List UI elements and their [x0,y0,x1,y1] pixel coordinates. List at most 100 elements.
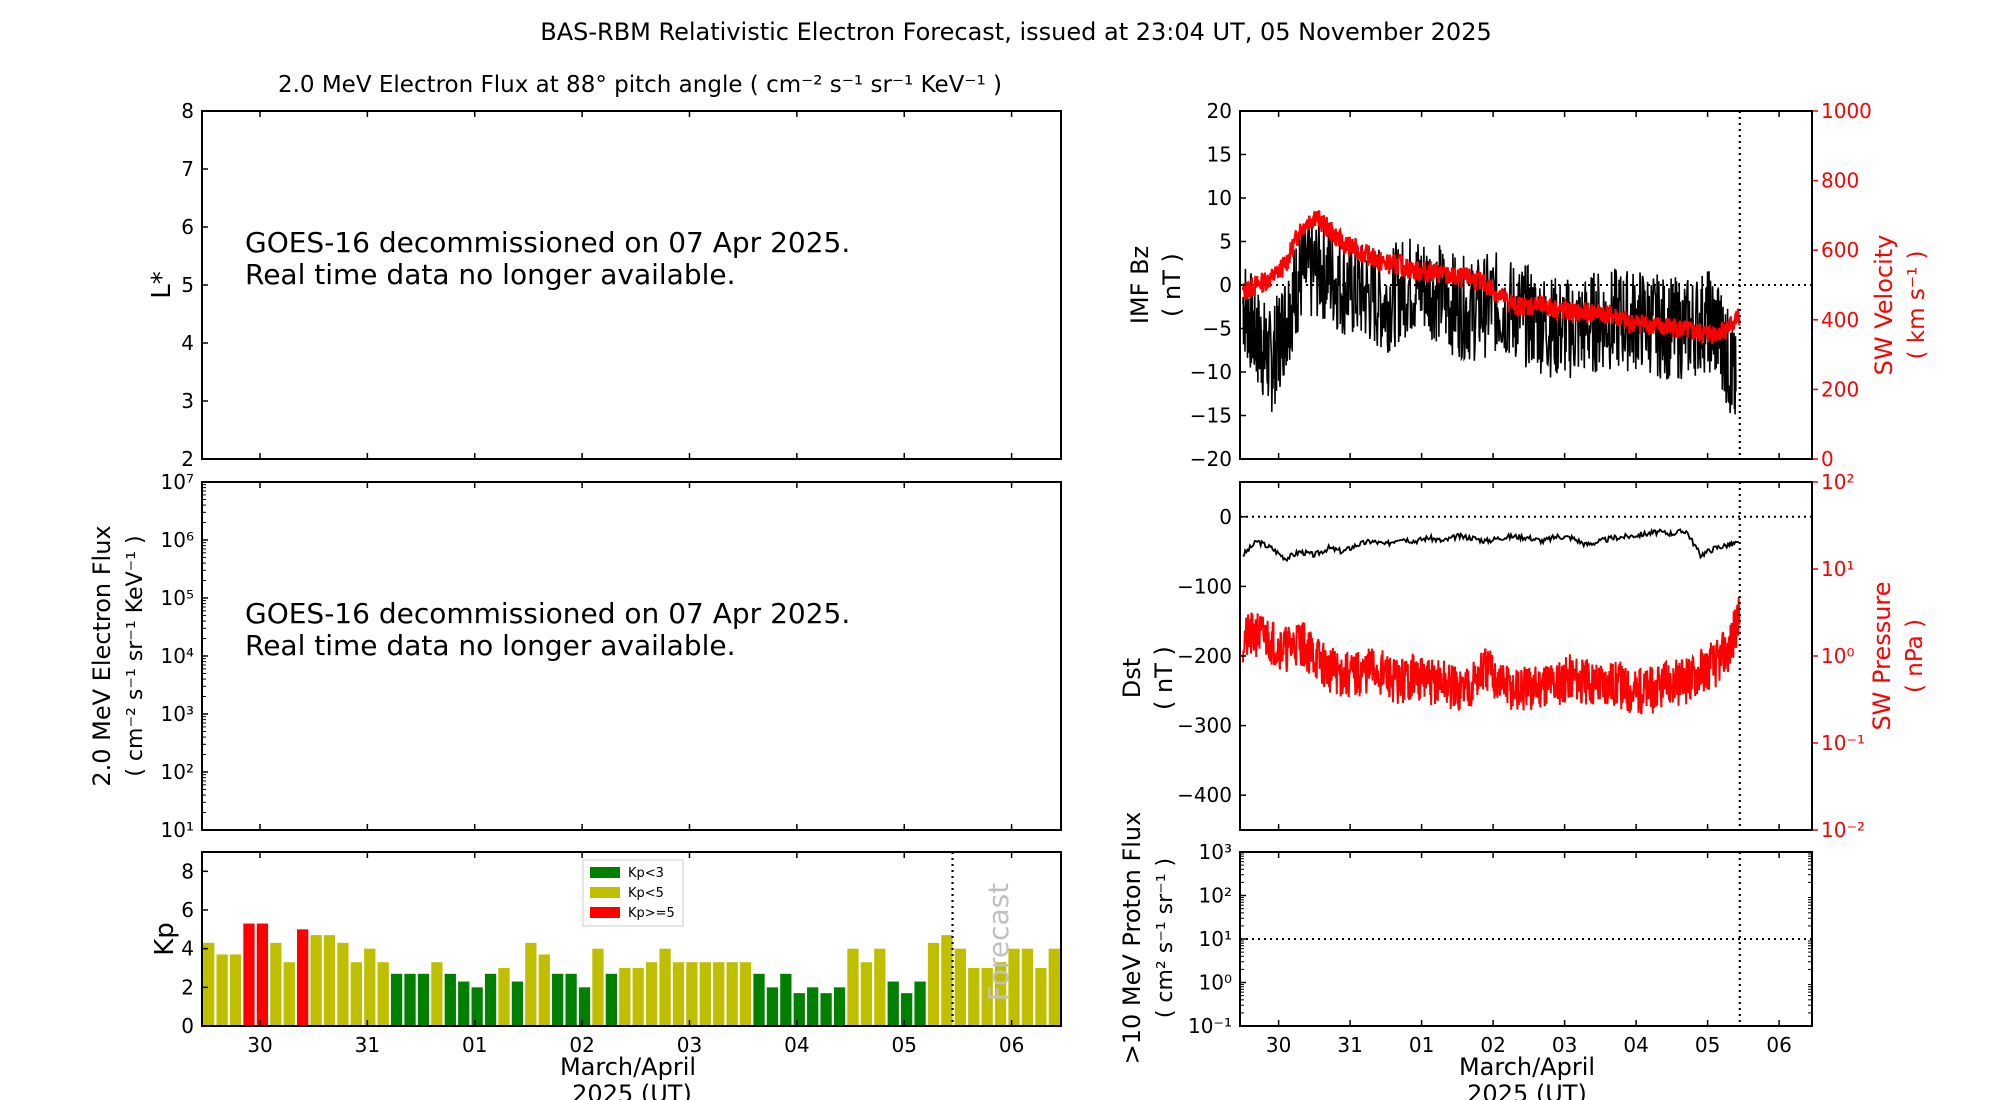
dst-ytick-right-label: 10² [1821,470,1854,494]
kp-bar [377,962,389,1026]
sw-velocity-line [1241,210,1741,346]
kp-bar [525,942,537,1026]
proton-y-label-line2: ( cm² s⁻¹ sr⁻¹ ) [1153,858,1178,1018]
kp-bar [901,993,913,1026]
sw-pressure-y-label-line1: SW Pressure [1868,581,1896,730]
dst-line [1242,527,1739,563]
kp-xtick-label: 30 [247,1033,272,1057]
imf-ytick-right-label: 200 [1821,377,1859,401]
kp-xtick-label: 06 [999,1033,1024,1057]
sw-pressure-line [1241,596,1741,715]
proton-xtick-label: 03 [1552,1033,1577,1057]
x-axis-label-right-line2: 2025 (UT) [1467,1080,1587,1100]
kp-bar [726,962,738,1026]
flux-ytick-label: 10⁷ [161,470,194,494]
kp-ytick-label: 6 [181,898,194,922]
x-axis-label-left-line1: March/April [560,1053,696,1081]
kp-ytick-label: 2 [181,975,194,999]
kp-bar [699,962,711,1026]
kp-bar [793,993,805,1026]
dst-ytick-right-label: 10⁰ [1821,644,1854,668]
flux-y-label-line2: ( cm⁻² s⁻¹ sr⁻¹ KeV⁻¹ ) [123,535,148,776]
proton-ytick-label: 10³ [1199,840,1232,864]
proton-xtick-label: 01 [1409,1033,1434,1057]
kp-bar [565,973,577,1026]
kp-bar [874,948,886,1026]
kp-bar [498,968,510,1026]
kp-bar [645,962,658,1026]
lstar-notice-line1: GOES-16 decommissioned on 07 Apr 2025. [245,226,850,259]
kp-ytick-label: 0 [181,1014,194,1038]
proton-ytick-label: 10¹ [1199,927,1232,951]
kp-plot-frame [201,851,1062,1027]
kp-bar [310,935,322,1026]
imf-ytick-label: 5 [1219,230,1232,254]
lstar-ytick-label: 5 [181,273,194,297]
kp-bar [820,993,832,1026]
x-axis-label-left-line2: 2025 (UT) [572,1080,692,1100]
legend-label-kp-low: Kp<3 [628,866,664,881]
proton-ytick-label: 10² [1199,884,1232,908]
kp-bar [417,973,430,1026]
lstar-panel-title: 2.0 MeV Electron Flux at 88° pitch angle… [278,72,1002,98]
kp-bar [297,929,309,1026]
flux-notice-line1: GOES-16 decommissioned on 07 Apr 2025. [245,597,850,630]
flux-y-label-line1: 2.0 MeV Electron Flux [88,525,116,786]
proton-ytick-label: 10⁻¹ [1188,1014,1232,1038]
kp-bar [552,973,564,1026]
flux-ytick-label: 10³ [161,702,194,726]
kp-bar [283,962,295,1026]
lstar-ytick-label: 4 [181,331,194,355]
dst-ytick-label: 0 [1219,505,1232,529]
dst-y-label-line1: Dst [1118,658,1146,698]
imf-ytick-right-label: 400 [1821,308,1859,332]
proton-y-label-line1: >10 MeV Proton Flux [1118,812,1146,1065]
kp-ytick-label: 8 [181,859,194,883]
proton-xtick-label: 06 [1766,1033,1791,1057]
legend-label-kp-mid: Kp<5 [628,886,664,901]
kp-bar [203,942,215,1026]
imf-plot-frame [1239,110,1813,460]
kp-bar [766,987,779,1026]
kp-legend: Kp<3 Kp<5 Kp>=5 [582,859,684,927]
dst-y-label-line2: ( nT ) [1150,646,1178,710]
legend-swatch-kp-low [590,867,620,878]
kp-bar [444,973,456,1026]
flux-ytick-label: 10⁶ [161,528,194,552]
kp-bar [1048,948,1060,1026]
proton-panel-content: 10³ 10² 10¹ 10⁰ 10⁻¹ 30 31 01 02 03 04 05 06 [1188,840,1812,1057]
kp-xtick-label: 01 [462,1033,487,1057]
kp-bar [847,948,859,1026]
imf-ytick-right-label: 1000 [1821,99,1872,123]
proton-xtick-label: 30 [1266,1033,1291,1057]
proton-xtick-label: 02 [1480,1033,1505,1057]
imf-ytick-label: 20 [1207,99,1232,123]
kp-bar [686,962,698,1026]
kp-bar [1021,948,1034,1026]
kp-bar [216,954,228,1026]
kp-bar [592,948,604,1026]
imf-ytick-label: 0 [1219,273,1232,297]
kp-xtick-label: 02 [569,1033,594,1057]
lstar-notice-line2: Real time data no longer available. [245,258,736,291]
flux-ytick-label: 10⁴ [161,644,194,668]
kp-bar [632,968,644,1026]
imf-ytick-label: 15 [1207,143,1232,167]
proton-plot-frame [1239,851,1813,1027]
legend-swatch-kp-mid [590,887,620,898]
proton-xtick-label: 05 [1695,1033,1720,1057]
kp-bar [941,935,953,1026]
kp-bar [860,962,873,1026]
dst-ytick-right-label: 10⁻¹ [1821,731,1865,755]
dst-ytick-label: −400 [1177,783,1232,807]
kp-bar [471,987,483,1026]
sw-pressure-y-label-line2: ( nPa ) [1902,619,1928,693]
lstar-ytick-label: 2 [181,447,194,471]
dst-ytick-label: −300 [1177,714,1232,738]
kp-bar [229,954,242,1026]
kp-bar [458,981,470,1026]
kp-bar [484,973,497,1026]
kp-bar [431,962,443,1026]
kp-bar [511,981,524,1026]
